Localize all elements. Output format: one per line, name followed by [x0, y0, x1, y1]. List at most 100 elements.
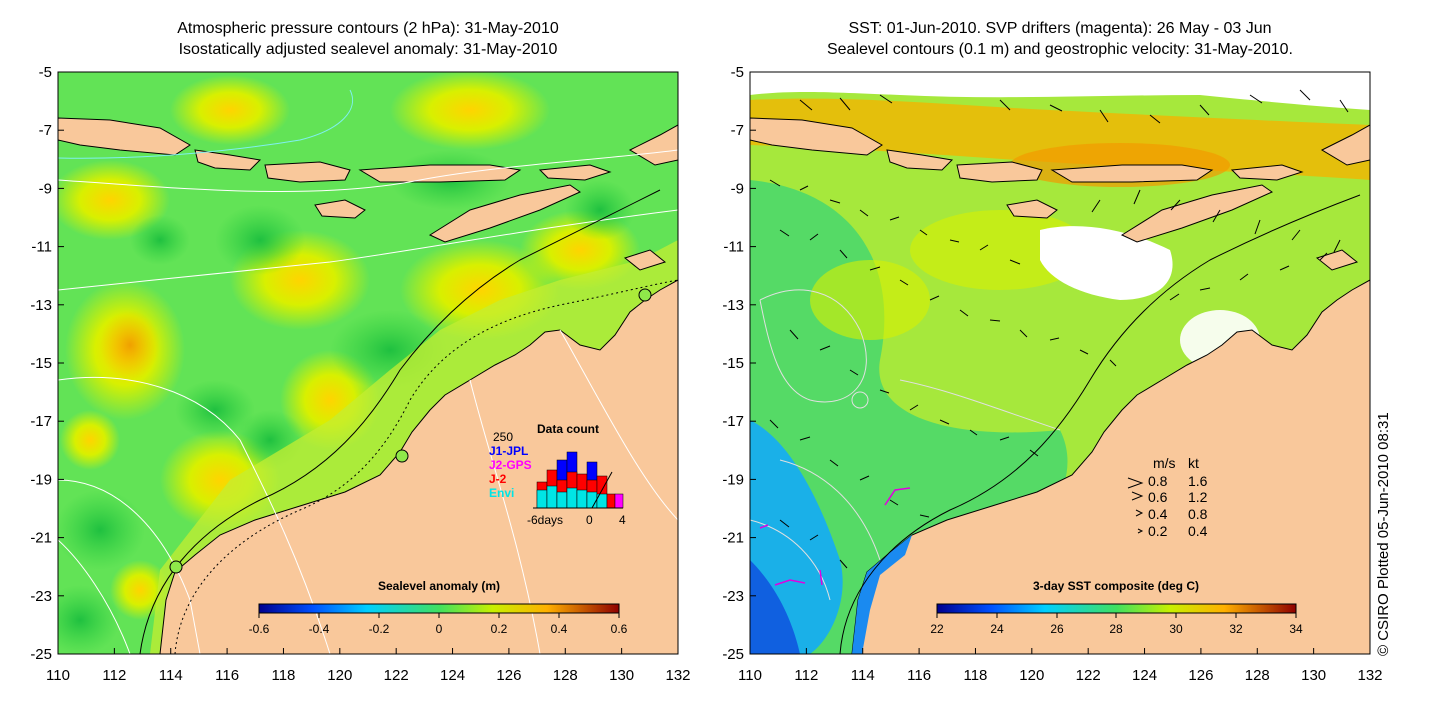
- right-lat-label: -5: [731, 64, 744, 81]
- right-lat-label: -25: [722, 646, 744, 663]
- velocity-row-kt: 0.4: [1188, 523, 1208, 539]
- data-count-max-label: 250: [493, 430, 513, 444]
- data-count-title: Data count: [537, 422, 599, 436]
- velocity-legend-arrow: [1127, 477, 1144, 489]
- data-count-now-line: [591, 471, 613, 509]
- anomaly-blob: [110, 560, 170, 620]
- right-lon-label: 110: [738, 667, 762, 684]
- left-lat-label: -9: [39, 180, 52, 197]
- wetar-island: [538, 164, 612, 181]
- left-isobath: [139, 189, 661, 654]
- babar-island: [1315, 249, 1359, 271]
- velocity-legend-arrow: [1137, 528, 1144, 534]
- right-lat-label: -11: [723, 239, 744, 256]
- right-cbar-tick: 32: [1229, 622, 1243, 636]
- sumbawa-island: [956, 161, 1043, 183]
- velocity-header-kt: kt: [1188, 455, 1199, 471]
- left-cbar-tick: 0: [436, 622, 443, 636]
- velocity-row-ms: 0.4: [1148, 506, 1168, 522]
- left-lon-label: 132: [665, 667, 690, 684]
- right-lon-label: 114: [851, 667, 875, 684]
- credit-text: © CSIRO Plotted 05-Jun-2010 08:31: [1375, 412, 1392, 656]
- left-lon-label: 116: [215, 667, 239, 684]
- left-colorbar-ticks: [258, 613, 620, 618]
- left-lat-label: -23: [30, 588, 52, 605]
- left-lon-label: 118: [271, 667, 295, 684]
- bali-lombok-island: [886, 149, 954, 171]
- right-lat-label: -7: [731, 122, 744, 139]
- left-islands: [58, 117, 678, 271]
- flores-island: [358, 164, 522, 183]
- right-yellow-patch: [810, 260, 930, 340]
- right-cbar-tick: 30: [1169, 622, 1183, 636]
- right-australia-land: [851, 279, 1370, 654]
- left-lat-label: -19: [30, 471, 52, 488]
- right-lon-label: 126: [1188, 667, 1213, 684]
- right-lon-label: 116: [907, 667, 931, 684]
- right-lon-label: 112: [794, 667, 818, 684]
- velocity-row-kt: 0.8: [1188, 506, 1208, 522]
- velocity-legend: m/s kt 0.8 1.6 0.6 1.2 0.4 0.8 0.2 0.4: [1127, 455, 1208, 539]
- data-count-axis-start: -6days: [527, 513, 563, 527]
- left-cbar-tick: 0.4: [551, 622, 568, 636]
- right-lat-label: -19: [722, 471, 744, 488]
- right-colorbar-ticks: [936, 613, 1297, 618]
- right-lat-label: -23: [722, 588, 744, 605]
- left-lon-label: 130: [609, 667, 634, 684]
- right-colorbar-ramp: [936, 603, 1297, 614]
- bali-lombok-island: [194, 149, 262, 171]
- tide-gauge-marker: [169, 560, 183, 574]
- tanimbar-island: [1320, 124, 1370, 166]
- tide-gauge-marker: [638, 288, 652, 302]
- anomaly-blob: [60, 410, 120, 470]
- left-lat-label: -5: [39, 64, 52, 81]
- right-lat-label: -17: [722, 413, 744, 430]
- left-lon-label: 124: [440, 667, 465, 684]
- velocity-row-ms: 0.2: [1148, 523, 1168, 539]
- right-cool-waters-deep: [750, 560, 800, 654]
- right-lon-label: 132: [1357, 667, 1382, 684]
- left-lon-label: 114: [159, 667, 183, 684]
- left-cyan-contour: [58, 89, 353, 159]
- flores-island: [1050, 164, 1214, 183]
- source-j2-gps: J2-GPS: [489, 458, 532, 472]
- left-title-line2: Isostatically adjusted sealevel anomaly:…: [178, 41, 558, 58]
- velocity-row-ms: 0.6: [1148, 489, 1168, 505]
- left-cbar-tick: -0.6: [249, 622, 270, 636]
- velocity-arrows: [769, 89, 1349, 569]
- velocity-legend-arrow: [1135, 509, 1144, 517]
- left-cbar-tick: 0.2: [491, 622, 508, 636]
- sumbawa-island: [264, 161, 351, 183]
- right-cbar-tick: 34: [1289, 622, 1303, 636]
- anomaly-blob: [130, 215, 190, 265]
- left-lat-label: -13: [30, 297, 52, 314]
- right-cloud-mid: [1040, 226, 1173, 300]
- right-lat-label: -15: [722, 355, 744, 372]
- anomaly-blob: [390, 72, 550, 150]
- timor-island: [428, 184, 582, 243]
- data-count-axis-mid: 0: [586, 513, 593, 527]
- right-lon-label: 120: [1019, 667, 1044, 684]
- left-lat-label: -25: [30, 646, 52, 663]
- left-lon-label: 126: [496, 667, 521, 684]
- anomaly-blob: [58, 490, 145, 570]
- velocity-legend-arrow: [1131, 491, 1144, 501]
- left-cbar-tick: 0.6: [611, 622, 628, 636]
- left-map-axes: -5 -7 -9 -11 -13 -15 -17 -19 -21 -23 -25 110 112 114 1…: [30, 64, 690, 684]
- svp-drifters: [759, 487, 911, 586]
- tide-gauge-marker: [395, 449, 409, 463]
- right-title-line1: SST: 01-Jun-2010. SVP drifters (magenta)…: [848, 20, 1272, 37]
- anomaly-blob: [58, 585, 120, 654]
- right-title-line2: Sealevel contours (0.1 m) and geostrophi…: [826, 41, 1293, 58]
- right-lon-label: 130: [1301, 667, 1326, 684]
- right-map-axes: -5 -7 -9 -11 -13 -15 -17 -19 -21 -23 -25 110 112 114 1…: [722, 64, 1382, 684]
- left-lon-label: 128: [553, 667, 578, 684]
- velocity-row-kt: 1.6: [1188, 473, 1208, 489]
- right-colorbar-title: 3-day SST composite (deg C): [1033, 579, 1199, 593]
- anomaly-blob: [100, 310, 160, 380]
- right-cbar-tick: 24: [990, 622, 1004, 636]
- babar-island: [623, 249, 667, 271]
- right-lat-label: -13: [722, 297, 744, 314]
- left-pressure-contours: [58, 149, 678, 654]
- left-colorbar-title: Sealevel anomaly (m): [378, 579, 500, 593]
